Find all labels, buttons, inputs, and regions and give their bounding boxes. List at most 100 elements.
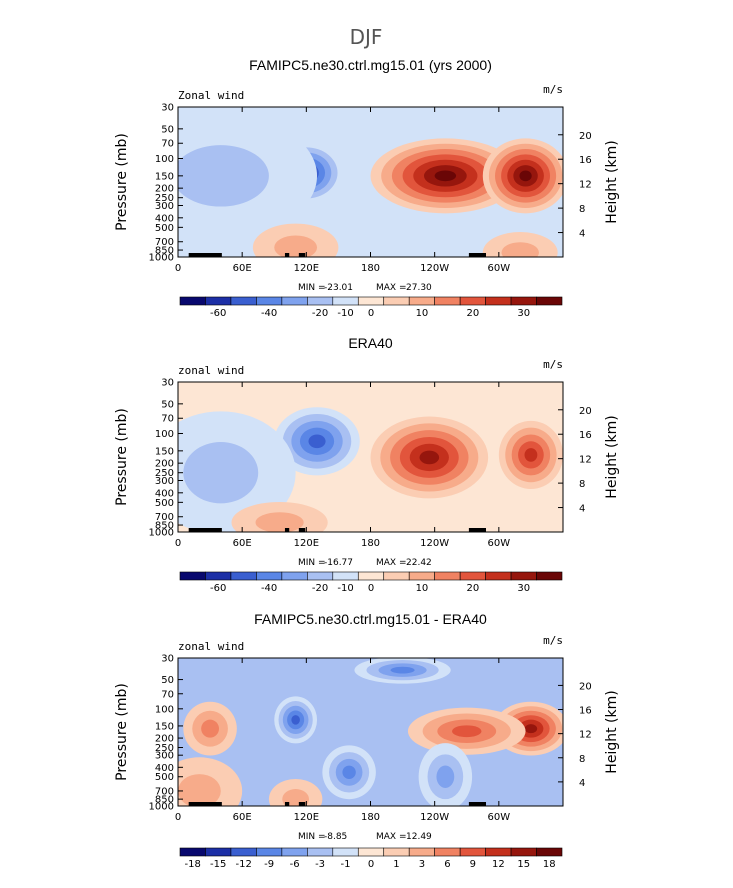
colorbar-tick-label: 10 [416, 308, 429, 319]
contour-level [419, 450, 440, 465]
feature-3 [178, 411, 296, 532]
feature-7 [178, 757, 243, 806]
colorbar-swatch [205, 296, 232, 306]
colorbar-tick-label: 9 [470, 859, 476, 870]
colorbar-tick-label: 1 [393, 859, 399, 870]
pressure-tick-label: 50 [161, 399, 174, 410]
colorbar-swatch [510, 296, 537, 306]
colorbar-tick-label: -15 [210, 859, 226, 870]
feature-8 [268, 778, 323, 806]
lon-tick-label: 60E [233, 812, 252, 823]
colorbar-tick-label: -10 [337, 308, 353, 319]
units-label: m/s [543, 358, 563, 371]
corner-label: zonal wind [178, 364, 244, 377]
left-axis-title: Pressure (mb) [114, 683, 130, 781]
panel-title: FAMIPC5.ne30.ctrl.mg15.01 (yrs 2000) [249, 57, 492, 73]
height-tick-label: 8 [579, 204, 585, 215]
colorbar-swatch [536, 571, 563, 581]
contour-field [178, 382, 563, 532]
min-label: MIN = [298, 283, 326, 293]
contour-level [291, 715, 300, 725]
feature-4 [231, 502, 328, 532]
height-tick-label: 8 [579, 754, 585, 765]
lon-tick-label: 180 [361, 263, 380, 274]
contour-level [390, 666, 415, 674]
feature-1 [407, 707, 526, 755]
colorbar-swatch [332, 571, 359, 581]
feature-1 [482, 138, 563, 214]
pressure-tick-label: 700 [155, 786, 174, 797]
pressure-tick-label: 150 [155, 721, 174, 732]
panel-title: ERA40 [348, 335, 393, 351]
colorbar-swatch [307, 571, 334, 581]
colorbar: -60 -40 -20 -10 0 10 20 30 [179, 571, 563, 594]
colorbar-swatch [485, 571, 512, 581]
contour-level [519, 170, 532, 182]
lon-tick-label: 180 [361, 812, 380, 823]
contour-level [501, 242, 539, 257]
contour-level [308, 434, 326, 449]
max-label: MAX = [376, 558, 407, 568]
colorbar-tick-label: 20 [466, 308, 479, 319]
topography-mask [468, 528, 486, 532]
height-tick-label: 16 [579, 155, 592, 166]
topography-mask [207, 802, 222, 806]
height-tick-label: 4 [579, 229, 585, 240]
contour-level [436, 765, 455, 788]
topography-mask [468, 253, 486, 257]
colorbar-swatch [205, 847, 232, 857]
colorbar-swatch [281, 847, 308, 857]
colorbar-swatch [408, 847, 435, 857]
left-axis-title: Pressure (mb) [114, 133, 130, 231]
pressure-tick-label: 50 [161, 675, 174, 686]
contour-level [342, 765, 356, 780]
topography-mask [188, 802, 219, 806]
pressure-tick-label: 50 [161, 124, 174, 135]
height-tick-label: 20 [579, 131, 592, 142]
colorbar-swatch [459, 847, 486, 857]
contour-level [178, 145, 269, 207]
colorbar-swatch [408, 296, 435, 306]
colorbar-swatch [307, 296, 334, 306]
pressure-tick-label: 500 [155, 772, 174, 783]
feature-5 [354, 658, 451, 684]
colorbar-swatch [434, 296, 461, 306]
right-axis-title: Height (km) [604, 690, 620, 773]
topography-mask [207, 253, 222, 257]
colorbar-swatch [357, 296, 385, 306]
colorbar-tick-label: -9 [264, 859, 274, 870]
colorbar-tick-label: -60 [210, 583, 226, 594]
lon-tick-label: 120E [294, 263, 319, 274]
lon-tick-label: 120E [294, 538, 319, 549]
colorbar-tick-label: -20 [312, 308, 328, 319]
lon-tick-label: 60E [233, 538, 252, 549]
colorbar-tick-label: 15 [517, 859, 530, 870]
pressure-tick-label: 250 [155, 743, 174, 754]
colorbar-tick-label: -10 [337, 583, 353, 594]
pressure-tick-label: 30 [161, 103, 174, 114]
height-tick-label: 20 [579, 681, 592, 692]
lon-tick-label: 60W [488, 812, 511, 823]
pressure-tick-label: 1000 [149, 253, 174, 264]
colorbar-swatch [256, 296, 283, 306]
colorbar-tick-label: 0 [368, 308, 374, 319]
colorbar-swatch [230, 296, 257, 306]
pressure-tick-label: 30 [161, 654, 174, 665]
topography-mask [207, 528, 222, 532]
chart-panel-3: FAMIPC5.ne30.ctrl.mg15.01 - ERA40 zonal w… [114, 611, 620, 870]
min-label: MIN = [298, 832, 326, 842]
lon-tick-label: 120E [294, 812, 319, 823]
colorbar-swatch [256, 571, 283, 581]
pressure-tick-label: 250 [155, 193, 174, 204]
colorbar-swatch [383, 847, 410, 857]
height-tick-label: 4 [579, 504, 585, 515]
pressure-tick-label: 700 [155, 237, 174, 248]
colorbar-swatch [485, 847, 512, 857]
feature-3 [274, 696, 318, 744]
topography-mask [284, 253, 290, 257]
colorbar-tick-label: -1 [341, 859, 351, 870]
max-value: 27.30 [406, 283, 432, 293]
colorbar-swatch [179, 847, 206, 857]
pressure-tick-label: 400 [155, 213, 174, 224]
